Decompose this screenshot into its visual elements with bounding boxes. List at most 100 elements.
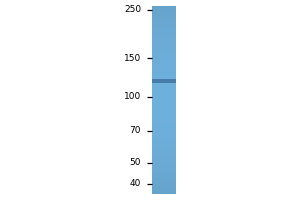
Bar xyxy=(152,21,176,22)
Bar xyxy=(152,55,176,56)
Bar xyxy=(152,149,176,150)
Bar xyxy=(152,18,176,19)
Bar xyxy=(152,23,176,24)
Bar xyxy=(152,32,176,33)
Bar xyxy=(152,188,176,189)
Text: 100: 100 xyxy=(124,92,141,101)
Bar xyxy=(152,139,176,140)
Bar xyxy=(152,100,176,101)
Bar xyxy=(152,53,176,54)
Bar xyxy=(152,136,176,137)
Bar xyxy=(152,182,176,183)
Bar xyxy=(152,126,176,127)
Bar xyxy=(152,62,176,63)
Bar xyxy=(152,48,176,49)
Bar xyxy=(152,97,176,98)
Bar xyxy=(152,167,176,168)
Bar xyxy=(152,100,176,101)
Bar xyxy=(152,176,176,177)
Bar xyxy=(152,36,176,37)
Bar xyxy=(152,94,176,95)
Bar xyxy=(152,133,176,134)
Bar xyxy=(152,159,176,160)
Bar xyxy=(152,90,176,91)
Bar xyxy=(152,28,176,29)
Bar xyxy=(152,123,176,124)
Bar xyxy=(152,164,176,165)
Bar xyxy=(152,134,176,135)
Bar xyxy=(152,193,176,194)
Bar xyxy=(152,112,176,113)
Bar xyxy=(152,95,176,96)
Bar xyxy=(152,189,176,190)
Bar xyxy=(152,167,176,168)
Bar xyxy=(152,10,176,11)
Text: 70: 70 xyxy=(130,126,141,135)
Bar xyxy=(152,142,176,143)
Bar xyxy=(152,56,176,57)
Bar xyxy=(152,120,176,121)
Bar xyxy=(152,60,176,61)
Bar xyxy=(152,152,176,153)
Text: 250: 250 xyxy=(124,5,141,14)
Bar xyxy=(152,137,176,138)
Bar xyxy=(152,75,176,76)
Bar xyxy=(152,18,176,19)
Bar xyxy=(152,29,176,30)
Bar xyxy=(152,20,176,21)
Bar xyxy=(152,54,176,55)
Bar xyxy=(152,88,176,89)
Bar xyxy=(152,119,176,120)
Bar xyxy=(152,137,176,138)
Bar xyxy=(152,85,176,86)
Bar xyxy=(152,99,176,100)
Bar xyxy=(152,28,176,29)
Bar xyxy=(152,107,176,108)
Bar xyxy=(152,27,176,28)
Bar xyxy=(152,116,176,117)
Bar xyxy=(152,108,176,109)
Bar xyxy=(152,19,176,20)
Bar xyxy=(152,96,176,97)
Bar xyxy=(152,31,176,32)
Bar xyxy=(152,165,176,166)
Bar xyxy=(152,69,176,70)
Bar xyxy=(152,55,176,56)
Bar xyxy=(152,160,176,161)
Bar xyxy=(152,101,176,102)
Bar xyxy=(152,21,176,22)
Bar xyxy=(152,117,176,118)
Bar xyxy=(152,125,176,126)
Bar xyxy=(152,90,176,91)
Bar xyxy=(152,42,176,43)
Bar xyxy=(152,66,176,67)
Text: 50: 50 xyxy=(130,158,141,167)
Bar xyxy=(152,130,176,131)
Bar xyxy=(152,11,176,12)
Bar xyxy=(152,110,176,111)
Bar xyxy=(152,184,176,185)
Bar xyxy=(152,73,176,74)
Bar xyxy=(152,111,176,112)
Bar xyxy=(152,87,176,88)
Bar xyxy=(152,35,176,36)
Bar xyxy=(152,162,176,163)
Bar xyxy=(152,163,176,164)
Bar xyxy=(152,92,176,93)
Bar xyxy=(152,38,176,39)
Bar xyxy=(152,79,176,83)
Bar xyxy=(152,106,176,107)
Text: 40: 40 xyxy=(130,179,141,188)
Bar xyxy=(152,115,176,116)
Bar xyxy=(152,13,176,14)
Bar xyxy=(152,26,176,27)
Bar xyxy=(152,73,176,74)
Bar xyxy=(152,37,176,38)
Bar xyxy=(152,147,176,148)
Bar xyxy=(152,156,176,157)
Bar xyxy=(152,127,176,128)
Bar xyxy=(152,68,176,69)
Bar xyxy=(152,128,176,129)
Bar xyxy=(152,115,176,116)
Bar xyxy=(152,33,176,34)
